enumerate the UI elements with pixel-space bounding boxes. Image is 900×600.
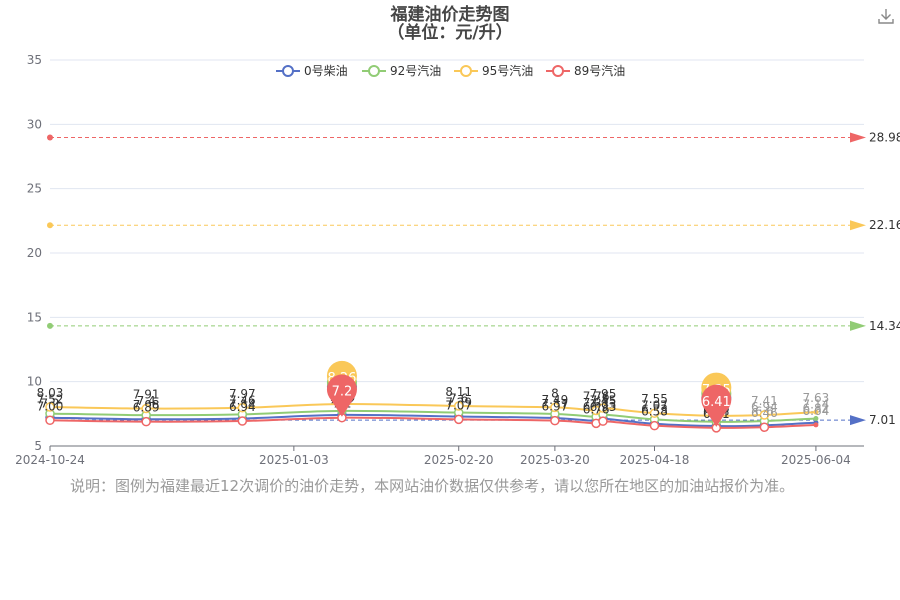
- data-label: 7.91: [133, 388, 160, 402]
- average-label: 14.34: [869, 319, 900, 333]
- data-point: [550, 402, 560, 413]
- y-tick-label: 25: [27, 182, 42, 196]
- data-point: [759, 410, 770, 420]
- data-label: 8.03: [37, 386, 64, 400]
- legend-label: 95号汽油: [482, 63, 533, 78]
- data-point: [649, 420, 660, 431]
- data-point: [45, 402, 55, 412]
- data-label: 6.94: [751, 400, 778, 414]
- y-tick-label: 30: [27, 117, 42, 131]
- data-label: 6.94: [229, 400, 256, 414]
- data-label: 6.93: [590, 400, 617, 414]
- data-label: 7.45: [590, 393, 617, 407]
- average-line-arrow: [850, 415, 866, 426]
- data-label: 7.07: [641, 398, 668, 412]
- download-icon[interactable]: [876, 6, 896, 26]
- y-tick-label: 35: [27, 53, 42, 67]
- download-icon-glyph: [878, 9, 894, 24]
- data-label: 6.76: [583, 402, 610, 416]
- chart-subtitle: （单位：元/升）: [387, 22, 512, 43]
- data-label: 8.11: [445, 385, 472, 399]
- y-tick-label: 10: [27, 375, 42, 389]
- y-tick-label: 15: [27, 310, 42, 324]
- x-tick-label: 2025-01-03: [259, 453, 329, 467]
- data-label: 7.95: [590, 387, 617, 401]
- data-label: 6.46: [751, 406, 778, 420]
- data-point: [45, 415, 55, 426]
- average-label: 28.98: [869, 130, 900, 144]
- grid: [50, 59, 864, 447]
- data-point: [237, 403, 248, 413]
- data-label: 7.76: [583, 389, 610, 403]
- legend-swatch-marker: [552, 65, 564, 77]
- chart-note: 说明：图例为福建最近12次调价的油价走势，本网站油价数据仅供参考，请以您所在地区…: [70, 477, 795, 495]
- legend-swatch-marker: [460, 65, 472, 77]
- legend-label: 92号汽油: [390, 63, 441, 78]
- average-line-start: [47, 134, 53, 141]
- x-tick-label: 2025-02-20: [424, 453, 494, 467]
- data-label: 6.97: [542, 400, 569, 414]
- data-label: 7.41: [751, 394, 778, 408]
- data-point: [453, 414, 464, 425]
- chart-title: 福建油价走势图: [390, 4, 510, 25]
- data-point: [813, 422, 819, 428]
- y-tick-label: 5: [34, 439, 42, 453]
- average-label: 7.01: [869, 413, 896, 427]
- data-label: 7.63: [803, 391, 830, 405]
- data-point: [649, 408, 660, 418]
- data-point: [453, 401, 464, 411]
- data-label: 7.97: [229, 387, 256, 401]
- data-point: [598, 403, 608, 413]
- data-point: [550, 415, 560, 426]
- x-tick-label: 2025-06-04: [781, 453, 851, 467]
- data-label: 7.46: [229, 393, 256, 407]
- average-line-arrow: [850, 320, 866, 331]
- x-tick-label: 2024-10-24: [15, 453, 85, 467]
- data-label: 7.55: [641, 392, 668, 406]
- x-tick-label: 2025-03-20: [520, 453, 590, 467]
- min-pin: [701, 384, 732, 427]
- data-label: 7.07: [445, 398, 472, 412]
- data-point: [141, 403, 151, 414]
- axes: 5 10 15 20 25 30 35 2024-10-24 2025-01-03 2025-02…: [15, 53, 851, 467]
- max-pin: [326, 374, 357, 417]
- legend-swatch-marker: [282, 65, 294, 77]
- data-label: 6.89: [133, 401, 160, 415]
- data-label: 7.14: [803, 397, 830, 411]
- average-line-arrow: [850, 132, 866, 143]
- legend[interactable]: 0号柴油 92号汽油 95号汽油 89号汽油: [276, 63, 625, 78]
- series-2: 22.168.037.917.978.268.1187.767.957.557.…: [37, 218, 900, 421]
- series-3: 28.98 7.00 6.89 6.94 7.2 7.07 6.97 6.766.93 6.58…: [37, 130, 900, 433]
- min-pin-label: 6.41: [702, 395, 731, 410]
- data-label: 7.49: [542, 393, 569, 407]
- legend-swatch-marker: [368, 65, 380, 77]
- data-point: [237, 416, 248, 426]
- data-label: 6.64: [803, 404, 830, 418]
- data-point: [813, 415, 819, 421]
- average-label: 22.16: [869, 218, 900, 232]
- data-label: 6.58: [641, 405, 668, 419]
- data-label: 7.4: [137, 394, 156, 408]
- x-tick-label: 2025-04-18: [620, 453, 690, 467]
- max-pin-label: 7.2: [332, 385, 353, 400]
- average-line-start: [47, 222, 53, 229]
- y-tick-label: 20: [27, 246, 42, 260]
- data-point: [598, 416, 608, 426]
- average-line-arrow: [850, 220, 866, 231]
- data-point: [141, 416, 151, 427]
- data-point: [759, 422, 770, 432]
- legend-label: 0号柴油: [304, 64, 348, 78]
- series-group: 7.017.27.087.147.427.297.176.947.136.736…: [37, 130, 900, 433]
- data-label: 7.6: [449, 392, 468, 406]
- data-label: 8: [551, 386, 559, 400]
- legend-label: 89号汽油: [574, 63, 625, 78]
- data-label: 7.00: [37, 399, 64, 413]
- data-label: 7.52: [37, 393, 64, 407]
- average-line-start: [47, 322, 53, 329]
- data-point: [813, 409, 819, 415]
